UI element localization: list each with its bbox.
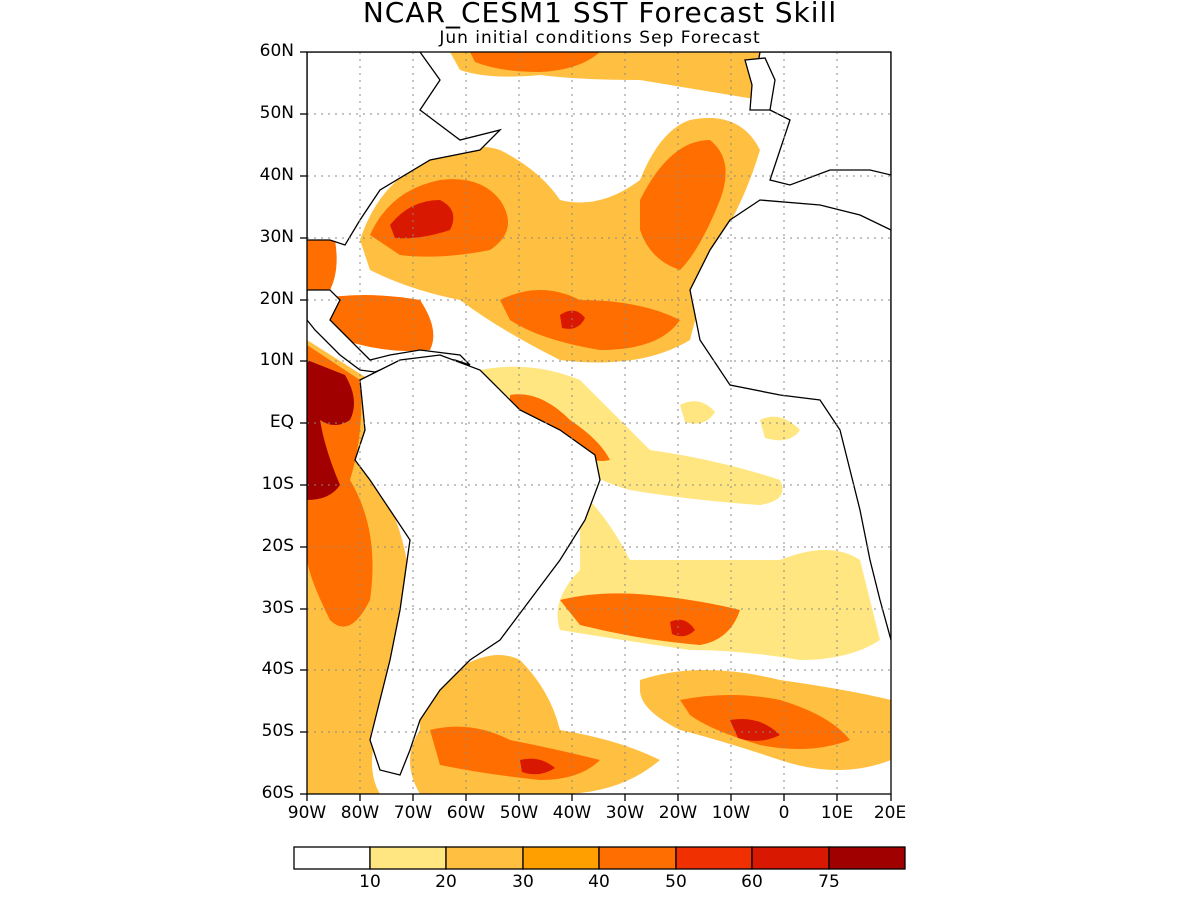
- y-tick-label: 30S: [261, 598, 294, 618]
- y-tick-label: 30N: [259, 227, 294, 247]
- skill-contour-40: [430, 726, 600, 780]
- map-title: NCAR_CESM1 SST Forecast Skill: [362, 0, 838, 29]
- colorbar-label: 60: [741, 872, 763, 892]
- skill-contour-40: [640, 140, 726, 270]
- y-tick-label: 40N: [259, 165, 294, 185]
- skill-contour-40: [560, 593, 740, 645]
- africa-land: [689, 199, 891, 641]
- british-isles-land: [744, 57, 776, 111]
- x-tick-label: 40W: [552, 803, 592, 823]
- y-tick-label: 10S: [261, 474, 294, 494]
- x-tick-label: 0: [778, 803, 790, 823]
- skill-contour-40: [500, 290, 680, 350]
- colorbar-label: 20: [435, 872, 457, 892]
- x-tick-label: 20E: [873, 803, 907, 823]
- colorbar-label: 50: [665, 872, 687, 892]
- europe-land: [754, 52, 891, 186]
- skill-contour-40: [680, 695, 850, 749]
- colorbar-label: 40: [588, 872, 610, 892]
- skill-contour-60: [730, 719, 780, 741]
- y-tick-label: EQ: [269, 412, 294, 432]
- x-tick-label: 70W: [393, 803, 433, 823]
- skill-contour-40: [510, 394, 610, 461]
- y-tick-label: 60S: [261, 783, 294, 803]
- skill-contour-60: [520, 758, 555, 775]
- colorbar-swatch: [598, 846, 677, 870]
- skill-contour-20: [680, 401, 715, 424]
- x-tick-label: 10W: [711, 803, 751, 823]
- map-subtitle: Jun initial conditions Sep Forecast: [439, 28, 761, 48]
- x-tick-label: 20W: [658, 803, 698, 823]
- colorbar-swatch: [522, 846, 600, 870]
- skill-contour-60: [390, 200, 454, 239]
- colorbar-swatch: [675, 846, 753, 870]
- map-grid: [307, 52, 891, 794]
- colorbar-swatch: [445, 846, 524, 870]
- y-tick-label: 20N: [259, 289, 294, 309]
- x-tick-label: 80W: [340, 803, 380, 823]
- colorbar-swatch: [293, 846, 371, 870]
- colorbar-swatch: [828, 846, 906, 870]
- x-tick-label: 90W: [287, 803, 327, 823]
- y-tick-label: 40S: [261, 659, 294, 679]
- skill-contour-60: [670, 619, 695, 637]
- x-tick-label: 60W: [446, 803, 486, 823]
- colorbar-swatch: [751, 846, 830, 870]
- colorbar: [293, 846, 906, 870]
- skill-contour-40: [307, 240, 337, 290]
- y-tick-label: 20S: [261, 536, 294, 556]
- skill-contour-40: [470, 52, 600, 72]
- south-america-land: [354, 354, 601, 776]
- coastlines: [307, 52, 891, 776]
- gulf-central-america-land: [307, 289, 471, 373]
- x-tick-label: 30W: [605, 803, 645, 823]
- skill-contour-75: [307, 360, 354, 500]
- y-tick-label: 10N: [259, 350, 294, 370]
- x-tick-label: 10E: [820, 803, 854, 823]
- y-tick-label: 60N: [259, 41, 294, 61]
- colorbar-label: 10: [359, 872, 381, 892]
- skill-contour-20: [760, 416, 800, 441]
- colorbar-label: 30: [512, 872, 534, 892]
- colorbar-swatch: [369, 846, 447, 870]
- axis-ticks: [300, 51, 892, 801]
- colorbar-label: 75: [818, 872, 840, 892]
- y-tick-label: 50S: [261, 721, 294, 741]
- north-america-land: [307, 52, 503, 246]
- y-tick-label: 50N: [259, 103, 294, 123]
- skill-contour-20: [480, 366, 783, 505]
- x-tick-label: 50W: [499, 803, 539, 823]
